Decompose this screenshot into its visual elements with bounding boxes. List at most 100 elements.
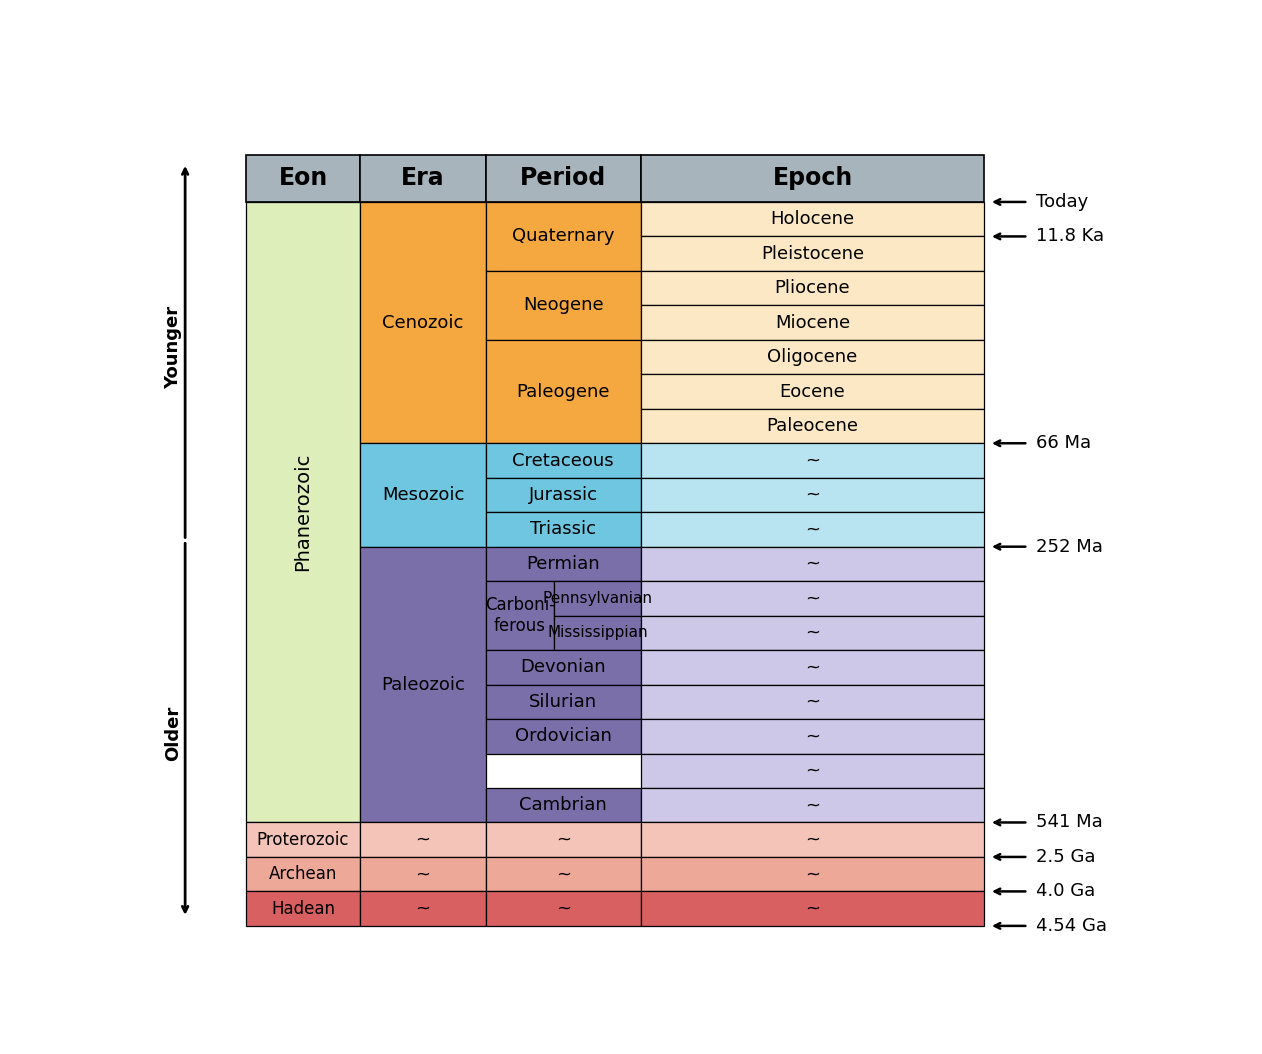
Text: Mississippian: Mississippian [548, 625, 647, 641]
Text: Proterozoic: Proterozoic [256, 831, 350, 848]
Bar [641, 512, 984, 547]
Text: Ordovician: Ordovician [515, 727, 612, 745]
Text: Archean: Archean [269, 865, 337, 883]
Bar [360, 822, 486, 857]
Text: ~: ~ [805, 486, 820, 504]
Text: Younger: Younger [164, 306, 183, 389]
Bar [360, 547, 486, 822]
Text: Neogene: Neogene [522, 296, 603, 314]
Text: Today: Today [1036, 193, 1088, 211]
Text: Older: Older [164, 705, 183, 761]
Text: Epoch: Epoch [772, 167, 853, 191]
Text: 11.8 Ka: 11.8 Ka [1036, 228, 1104, 246]
Text: Miocene: Miocene [775, 314, 851, 332]
Text: Silurian: Silurian [529, 692, 597, 710]
Text: 66 Ma: 66 Ma [1036, 434, 1092, 452]
Bar [641, 788, 984, 822]
Text: Oligocene: Oligocene [767, 348, 858, 366]
Text: Devonian: Devonian [520, 659, 606, 677]
Text: ~: ~ [415, 900, 430, 918]
Text: Quaternary: Quaternary [512, 228, 615, 246]
Text: ~: ~ [415, 865, 430, 883]
Text: 541 Ma: 541 Ma [1036, 814, 1103, 832]
Bar [641, 271, 984, 306]
Bar [641, 857, 984, 892]
Bar [486, 512, 641, 547]
Bar [360, 155, 486, 202]
Bar [246, 857, 360, 892]
Bar [641, 339, 984, 374]
Bar [246, 822, 360, 857]
Text: 4.54 Ga: 4.54 Ga [1036, 917, 1107, 935]
Text: ~: ~ [805, 831, 820, 848]
Text: ~: ~ [805, 727, 820, 745]
Bar [486, 892, 641, 925]
Bar [641, 202, 984, 236]
Text: Phanerozoic: Phanerozoic [294, 453, 313, 571]
Bar [486, 155, 641, 202]
Bar [486, 271, 641, 339]
Bar [641, 581, 984, 616]
Text: Jurassic: Jurassic [529, 486, 598, 504]
Bar [641, 547, 984, 581]
Bar [641, 409, 984, 444]
Bar [246, 155, 360, 202]
Bar [246, 202, 360, 822]
Text: ~: ~ [415, 831, 430, 848]
Text: ~: ~ [805, 796, 820, 815]
Bar [641, 892, 984, 925]
Bar [641, 477, 984, 512]
Text: ~: ~ [805, 589, 820, 607]
Text: Cambrian: Cambrian [520, 796, 607, 815]
Text: Era: Era [401, 167, 444, 191]
Bar [641, 754, 984, 788]
Text: ~: ~ [555, 831, 570, 848]
Bar [641, 374, 984, 409]
Bar [486, 444, 641, 477]
Text: 2.5 Ga: 2.5 Ga [1036, 847, 1095, 866]
Text: ~: ~ [805, 762, 820, 780]
Text: Period: Period [520, 167, 607, 191]
Text: ~: ~ [555, 900, 570, 918]
Bar [486, 477, 641, 512]
Bar [641, 306, 984, 339]
Bar [641, 822, 984, 857]
Bar [641, 444, 984, 477]
Bar [486, 685, 641, 719]
Text: ~: ~ [805, 521, 820, 539]
Bar [486, 547, 641, 581]
Bar [486, 857, 641, 892]
Bar [246, 892, 360, 925]
Bar [486, 581, 554, 650]
Bar [486, 202, 641, 271]
Bar [486, 822, 641, 857]
Text: 252 Ma: 252 Ma [1036, 538, 1103, 555]
Bar [360, 202, 486, 444]
Text: ~: ~ [805, 659, 820, 677]
Bar [486, 650, 641, 685]
Text: Permian: Permian [526, 554, 601, 573]
Text: Pleistocene: Pleistocene [761, 245, 864, 262]
Text: Paleocene: Paleocene [766, 417, 858, 435]
Bar [360, 444, 486, 547]
Bar [486, 339, 641, 444]
Bar [486, 719, 641, 754]
Text: Paleogene: Paleogene [516, 383, 610, 401]
Bar [641, 155, 984, 202]
Text: Eon: Eon [279, 167, 328, 191]
Bar [641, 719, 984, 754]
Bar [486, 788, 641, 822]
Text: ~: ~ [805, 624, 820, 642]
Bar [360, 892, 486, 925]
Text: ~: ~ [805, 865, 820, 883]
Bar [641, 236, 984, 271]
Bar [641, 650, 984, 685]
Text: ~: ~ [805, 451, 820, 469]
Text: Cenozoic: Cenozoic [382, 314, 463, 332]
Text: Eocene: Eocene [780, 383, 846, 401]
Text: Holocene: Holocene [771, 210, 854, 229]
Text: Pennsylvanian: Pennsylvanian [543, 591, 652, 606]
Text: ~: ~ [805, 554, 820, 573]
Text: ~: ~ [555, 865, 570, 883]
Text: 4.0 Ga: 4.0 Ga [1036, 882, 1095, 900]
